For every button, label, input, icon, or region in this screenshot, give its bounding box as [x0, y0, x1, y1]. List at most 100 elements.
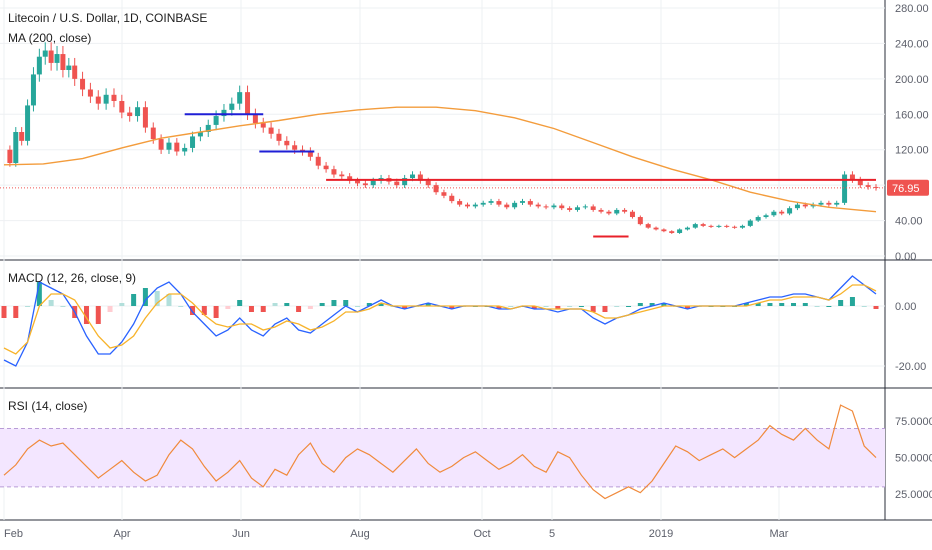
candle-body — [779, 211, 785, 214]
time-axis[interactable]: Feb Apr Jun Aug Oct 5 2019 Mar — [4, 528, 789, 540]
macd-histogram-bar — [1, 306, 7, 318]
macd-histogram-bar — [366, 303, 372, 306]
candle-body — [849, 174, 855, 180]
price-tick-label: 0.00 — [895, 251, 916, 263]
macd-histogram-bar — [284, 303, 290, 306]
time-tick-label: Oct — [473, 528, 490, 540]
candle-body — [559, 205, 565, 209]
macd-histogram-bar — [119, 303, 125, 306]
candle-body — [582, 206, 588, 208]
time-tick-label: Mar — [770, 528, 789, 540]
rsi-band-lines — [0, 427, 885, 488]
macd-histogram-bar — [496, 306, 502, 309]
candle-body — [135, 107, 141, 117]
symbol-legend[interactable]: Litecoin / U.S. Dollar, 1D, COINBASE — [8, 11, 207, 25]
macd-legend[interactable]: MACD (12, 26, close, 9) — [8, 271, 136, 285]
price-tick-label: 280.00 — [895, 3, 929, 15]
candle-body — [339, 174, 345, 177]
macd-histogram-bar — [661, 303, 667, 306]
price-tick-label: 120.00 — [895, 145, 929, 157]
macd-histogram-bar — [48, 300, 54, 306]
candle-body — [315, 156, 321, 166]
candle-body — [865, 185, 871, 187]
candle-body — [370, 180, 376, 186]
macd-histogram-bar — [378, 303, 384, 306]
candle-body — [150, 127, 156, 140]
candle-body — [347, 176, 353, 181]
candle-body — [87, 89, 93, 97]
candle-body — [221, 109, 227, 117]
price-tick-label: 200.00 — [895, 74, 929, 86]
candle-body — [284, 140, 290, 146]
candle-body — [362, 183, 368, 186]
candle-body — [268, 127, 274, 134]
candle-body — [42, 50, 48, 57]
candle-body — [36, 56, 42, 75]
price-panel — [0, 42, 885, 238]
macd-histogram-bar — [531, 306, 537, 309]
candle-body — [142, 107, 148, 128]
macd-histogram-bar — [578, 306, 584, 307]
time-tick-label: 5 — [549, 528, 555, 540]
rsi-legend[interactable]: RSI (14, close) — [8, 399, 87, 413]
candle-body — [598, 209, 604, 212]
macd-histogram-bar — [861, 306, 867, 307]
macd-histogram-bar — [13, 306, 19, 318]
candle-body — [213, 116, 219, 125]
candle-body — [260, 123, 266, 128]
rsi-band — [0, 428, 885, 487]
macd-histogram-bar — [25, 306, 31, 307]
macd-histogram-bar — [355, 306, 361, 307]
candle-body — [441, 192, 447, 196]
macd-histogram-bar — [602, 306, 608, 312]
candle-body — [174, 142, 180, 152]
time-tick-label: Feb — [4, 528, 23, 540]
macd-histogram-bar — [83, 306, 89, 324]
macd-histogram-bar — [614, 306, 620, 307]
candle-body — [653, 227, 659, 230]
candle-body — [425, 180, 431, 186]
macd-panel — [1, 275, 879, 367]
candle-body — [802, 204, 808, 207]
candle-body — [677, 229, 683, 233]
macd-histogram-bar — [590, 306, 596, 312]
macd-histogram-bar — [36, 282, 42, 306]
macd-histogram-bar — [260, 306, 266, 312]
rsi-tick-label: 25.0000 — [895, 489, 932, 501]
price-axis[interactable]: 280.00240.00200.00160.00120.0080.0040.00… — [895, 3, 929, 263]
time-tick-label: 2019 — [649, 528, 673, 540]
candle-body — [606, 211, 612, 214]
candle-body — [60, 54, 66, 70]
macd-histogram-bar — [849, 297, 855, 306]
candle-body — [512, 202, 518, 208]
candle-body — [755, 217, 761, 221]
candle-body — [684, 227, 690, 230]
macd-histogram-bar — [131, 294, 137, 306]
candle-body — [237, 92, 243, 104]
candle-body — [323, 165, 329, 170]
ma-legend[interactable]: MA (200, close) — [8, 31, 91, 45]
candle-body — [166, 142, 172, 150]
macd-histogram-bar — [248, 306, 254, 312]
macd-histogram-bar — [201, 306, 207, 315]
last-price-tag-bg — [887, 179, 929, 196]
macd-histogram-bar — [802, 303, 808, 306]
rsi-axis[interactable]: 75.0000 50.0000 25.0000 — [895, 416, 932, 501]
time-tick-label: Aug — [350, 528, 370, 540]
candle-body — [103, 94, 109, 104]
macd-axis[interactable]: 0.00 -20.00 — [895, 301, 926, 373]
candle-body — [834, 202, 840, 205]
candle-body — [25, 105, 31, 141]
candle-body — [190, 136, 196, 148]
candle-body — [205, 124, 211, 132]
candle-body — [72, 65, 78, 79]
candle-body — [111, 94, 117, 101]
candle-body — [700, 224, 706, 226]
macd-histogram-bar — [166, 294, 172, 306]
macd-histogram-bar — [555, 306, 561, 309]
candle-body — [480, 202, 486, 205]
macd-histogram-bar — [213, 306, 219, 318]
candle-body — [842, 174, 848, 203]
